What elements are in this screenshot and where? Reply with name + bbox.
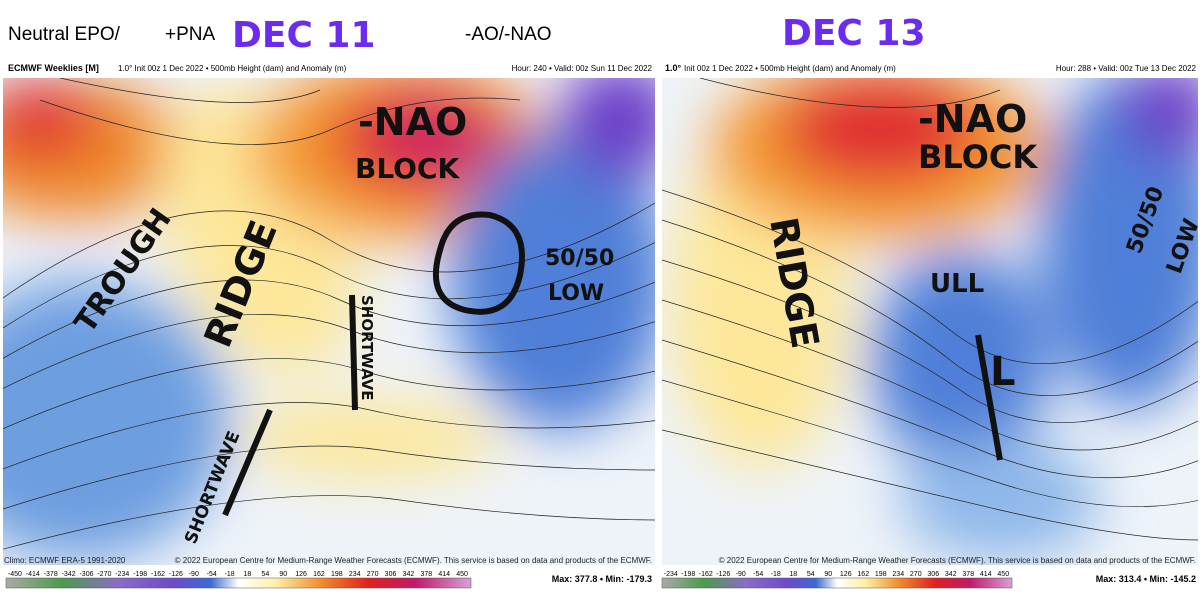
colorbar-label: 198 xyxy=(875,571,887,578)
colorbar-label: -90 xyxy=(189,571,199,578)
panel-valid: Hour: 288 • Valid: 00z Tue 13 Dec 2022 xyxy=(1056,64,1197,73)
colorbar-label: 414 xyxy=(980,571,992,578)
colorbar-label: -306 xyxy=(79,571,93,578)
colorbar-label: -450 xyxy=(8,571,22,578)
climo: Climo: ECMWF ERA-5 1991-2020 xyxy=(4,556,126,565)
header-date: DEC 13 xyxy=(782,13,926,54)
header-label: Neutral EPO/ xyxy=(8,24,121,45)
colorbar-label: 162 xyxy=(857,571,869,578)
colorbar-label: 378 xyxy=(962,571,974,578)
colorbar-label: -198 xyxy=(681,571,695,578)
annotation: BLOCK xyxy=(918,138,1038,176)
colorbar-label: -162 xyxy=(699,571,713,578)
annotation: 50/50 xyxy=(545,246,614,271)
colorbar-label: -54 xyxy=(207,571,217,578)
colorbar-label: 270 xyxy=(367,571,379,578)
max-min: Max: 313.4 • Min: -145.2 xyxy=(1096,574,1196,584)
colorbar-label: 126 xyxy=(840,571,852,578)
colorbar-label: -18 xyxy=(771,571,781,578)
panel-info: Init 00z 1 Dec 2022 • 500mb Height (dam)… xyxy=(684,64,896,73)
colorbar-label: 306 xyxy=(385,571,397,578)
colorbar-label: 126 xyxy=(295,571,307,578)
colorbar-label: -342 xyxy=(62,571,76,578)
panel-info: 1.0° Init 00z 1 Dec 2022 • 500mb Height … xyxy=(118,64,347,73)
max-min: Max: 377.8 • Min: -179.3 xyxy=(552,574,652,584)
colorbar-label: 306 xyxy=(927,571,939,578)
annotation: LOW xyxy=(548,281,604,306)
colorbar-label: 270 xyxy=(910,571,922,578)
colorbar-label: 414 xyxy=(438,571,450,578)
colorbar-label: -18 xyxy=(224,571,234,578)
colorbar-label: 378 xyxy=(420,571,432,578)
annotation: -NAO xyxy=(358,100,467,144)
colorbar-label: 450 xyxy=(456,571,468,578)
colorbar-label: -126 xyxy=(716,571,730,578)
colorbar-label: -90 xyxy=(736,571,746,578)
colorbar-label: 162 xyxy=(313,571,325,578)
colorbar-label: 18 xyxy=(789,571,797,578)
panel-model: 1.0° xyxy=(665,63,682,73)
colorbar-labels: -450 -414 -378 -342 -306 -270 -234 -198 -162 -126… xyxy=(8,571,1009,578)
colorbar-label: -126 xyxy=(169,571,183,578)
colorbar-label: 450 xyxy=(997,571,1009,578)
colorbar-label: 90 xyxy=(824,571,832,578)
colorbar-label: -378 xyxy=(44,571,58,578)
colorbar-label: 234 xyxy=(892,571,904,578)
colorbar-label: 198 xyxy=(331,571,343,578)
colorbar xyxy=(661,577,1013,589)
colorbar-label: -414 xyxy=(26,571,40,578)
colorbar-label: -270 xyxy=(97,571,111,578)
colorbar-label: 18 xyxy=(244,571,252,578)
colorbar-label: 342 xyxy=(945,571,957,578)
panel-model: ECMWF Weeklies [M] xyxy=(8,63,99,73)
map xyxy=(662,78,1198,565)
annotation: L xyxy=(990,349,1016,395)
colorbar-label: -234 xyxy=(115,571,129,578)
annotation: SHORTWAVE xyxy=(358,295,376,401)
annotation: -NAO xyxy=(918,97,1027,141)
colorbar-label: -198 xyxy=(133,571,147,578)
header-date: DEC 11 xyxy=(232,15,376,56)
colorbar-label: -54 xyxy=(753,571,763,578)
colorbar-label: -234 xyxy=(664,571,678,578)
colorbar xyxy=(5,577,472,589)
header-label: -AO/-NAO xyxy=(465,24,552,45)
colorbar-label: 234 xyxy=(349,571,361,578)
copyright: © 2022 European Centre for Medium-Range … xyxy=(175,556,652,565)
annotation: BLOCK xyxy=(355,152,461,185)
map xyxy=(3,78,655,565)
colorbar-label: -162 xyxy=(151,571,165,578)
panel-valid: Hour: 240 • Valid: 00z Sun 11 Dec 2022 xyxy=(512,64,653,73)
header-label: +PNA xyxy=(165,24,215,45)
colorbar-label: 90 xyxy=(279,571,287,578)
colorbar-label: 54 xyxy=(261,571,269,578)
annotation: ULL xyxy=(930,269,984,299)
colorbar-label: 342 xyxy=(403,571,415,578)
copyright: © 2022 European Centre for Medium-Range … xyxy=(719,556,1196,565)
colorbar-label: 54 xyxy=(807,571,815,578)
